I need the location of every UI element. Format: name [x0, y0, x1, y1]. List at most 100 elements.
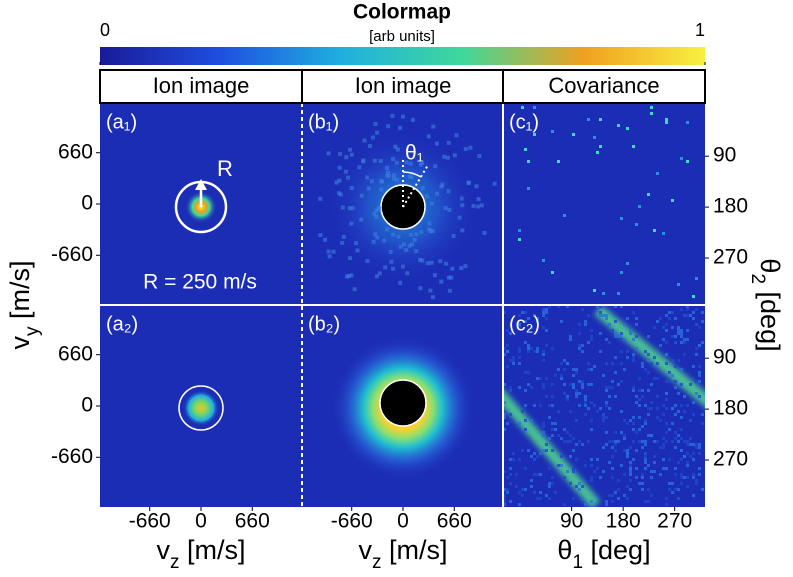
noise-pixel	[635, 223, 638, 226]
noise-pixel	[539, 404, 542, 407]
noise-pixel	[575, 419, 578, 422]
noise-pixel	[671, 407, 674, 410]
noise-pixel	[410, 117, 415, 122]
axis-label-main: v	[359, 535, 373, 565]
noise-pixel	[542, 353, 545, 356]
noise-pixel	[650, 383, 653, 386]
noise-pixel	[542, 386, 545, 389]
noise-pixel	[617, 497, 620, 500]
noise-pixel	[575, 389, 578, 392]
noise-pixel	[665, 422, 668, 425]
noise-pixel	[656, 172, 659, 175]
noise-pixel	[644, 455, 647, 458]
noise-pixel	[542, 359, 545, 362]
noise-pixel	[569, 455, 572, 458]
angle-arc	[402, 171, 422, 178]
noise-pixel	[398, 280, 403, 285]
noise-pixel	[521, 449, 524, 452]
noise-pixel	[569, 383, 572, 386]
noise-pixel	[701, 311, 704, 314]
noise-pixel	[408, 161, 413, 166]
noise-pixel	[337, 178, 342, 183]
noise-pixel	[545, 329, 548, 332]
noise-pixel	[629, 332, 632, 335]
noise-pixel	[430, 229, 435, 234]
noise-pixel	[674, 446, 677, 449]
noise-pixel	[533, 404, 536, 407]
noise-pixel	[447, 207, 452, 212]
noise-pixel	[506, 476, 509, 479]
noise-pixel	[587, 368, 590, 371]
noise-pixel	[476, 197, 481, 202]
noise-pixel	[587, 383, 590, 386]
noise-pixel	[463, 264, 468, 269]
noise-pixel	[674, 365, 677, 368]
noise-pixel	[605, 389, 608, 392]
noise-pixel	[575, 443, 578, 446]
noise-pixel	[466, 181, 471, 186]
noise-pixel	[617, 335, 620, 338]
noise-pixel	[524, 488, 527, 491]
noise-pixel	[653, 229, 656, 232]
noise-pixel	[698, 365, 701, 368]
noise-pixel	[375, 235, 380, 240]
noise-pixel	[683, 410, 686, 413]
noise-pixel	[527, 347, 530, 350]
noise-pixel	[365, 259, 370, 264]
noise-pixel	[378, 159, 383, 164]
noise-pixel	[680, 476, 683, 479]
colorbar	[100, 47, 705, 65]
noise-pixel	[400, 114, 405, 119]
noise-pixel	[644, 467, 647, 470]
noise-pixel	[593, 365, 596, 368]
noise-pixel	[680, 341, 683, 344]
noise-pixel	[557, 410, 560, 413]
noise-pixel	[611, 386, 614, 389]
noise-pixel	[665, 407, 668, 410]
noise-pixel	[384, 227, 389, 232]
noise-pixel	[503, 500, 506, 503]
noise-pixel	[695, 347, 698, 350]
noise-pixel	[638, 398, 641, 401]
noise-pixel	[374, 208, 379, 213]
noise-pixel	[524, 428, 527, 431]
noise-pixel	[674, 335, 677, 338]
noise-pixel	[680, 308, 683, 311]
noise-pixel	[503, 470, 506, 473]
noise-pixel	[578, 332, 581, 335]
radius-circle	[178, 385, 224, 431]
noise-pixel	[698, 395, 701, 398]
headers	[99, 69, 706, 104]
noise-pixel	[572, 368, 575, 371]
noise-pixel	[629, 488, 632, 491]
noise-pixel	[369, 179, 374, 184]
noise-pixel	[623, 449, 626, 452]
noise-pixel	[602, 314, 605, 317]
noise-pixel	[695, 482, 698, 485]
y-tick-label: 0	[81, 192, 93, 215]
noise-pixel	[563, 476, 566, 479]
noise-pixel	[605, 401, 608, 404]
noise-pixel	[533, 314, 536, 317]
noise-pixel	[542, 434, 545, 437]
noise-pixel	[665, 503, 668, 506]
noise-pixel	[551, 482, 554, 485]
noise-pixel	[647, 500, 650, 503]
noise-pixel	[512, 458, 515, 461]
noise-pixel	[620, 332, 623, 335]
noise-pixel	[641, 365, 644, 368]
noise-pixel	[677, 329, 680, 332]
noise-pixel	[530, 419, 533, 422]
noise-pixel	[605, 404, 608, 407]
noise-pixel	[620, 362, 623, 365]
noise-pixel	[656, 416, 659, 419]
noise-pixel	[656, 440, 659, 443]
noise-pixel	[632, 145, 635, 148]
noise-pixel	[404, 160, 409, 165]
noise-pixel	[575, 395, 578, 398]
noise-pixel	[393, 144, 398, 149]
noise-pixel	[698, 473, 701, 476]
noise-pixel	[671, 491, 674, 494]
noise-pixel	[587, 362, 590, 365]
noise-pixel	[578, 380, 581, 383]
